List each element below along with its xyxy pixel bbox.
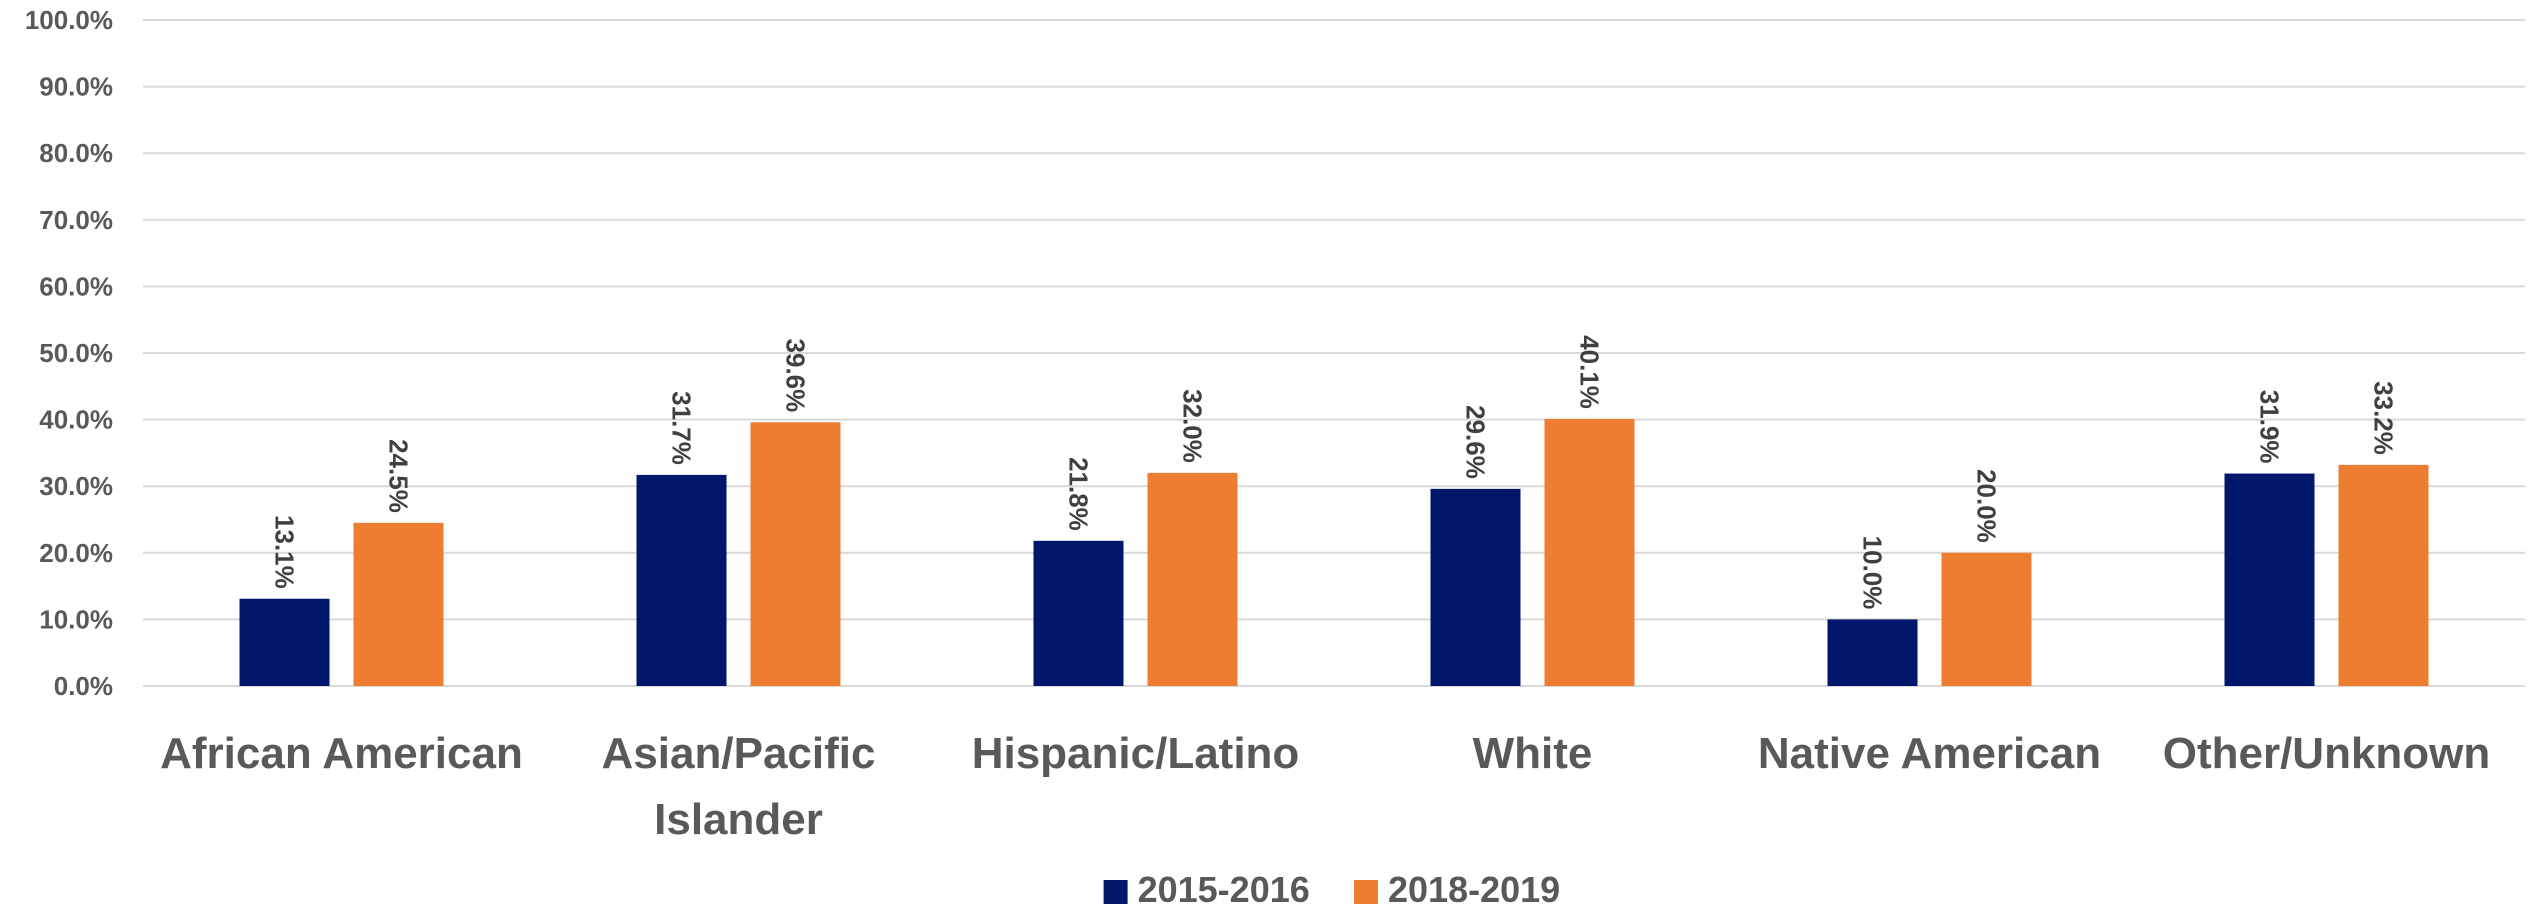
y-axis-tick-labels: 0.0% 10.0% 20.0% 30.0% 40.0% 50.0% 60.0% 70.0% 8… (25, 5, 113, 701)
legend-label: 2015-2016 (1138, 869, 1310, 910)
bar-2018-2019 (353, 522, 444, 686)
data-label: 24.5% (384, 439, 414, 513)
y-tick-label: 70.0% (39, 205, 113, 235)
x-category-label: Native American (1758, 729, 2101, 778)
y-tick-label: 40.0% (39, 405, 113, 435)
legend-swatch (1103, 880, 1128, 904)
y-tick-label: 20.0% (39, 538, 113, 568)
y-tick-label: 80.0% (39, 138, 113, 168)
gridlines (143, 19, 2525, 687)
legend-label: 2018-2019 (1388, 869, 1560, 910)
bar-2018-2019 (1941, 552, 2032, 686)
y-tick-label: 60.0% (39, 271, 113, 301)
x-category-label-line: Islander (654, 795, 823, 844)
data-label: 31.9% (2255, 390, 2285, 464)
legend: 2015-2016 2018-2019 (1103, 869, 1560, 910)
bar-2018-2019 (1147, 472, 1238, 686)
x-category-label: Asian/Pacific Islander (602, 729, 876, 844)
data-label: 29.6% (1461, 405, 1491, 479)
x-category-label-line: Hispanic/Latino (972, 729, 1300, 778)
bars (239, 418, 2429, 686)
data-label: 31.7% (667, 391, 697, 465)
x-category-label: White (1473, 729, 1593, 778)
bar-2015-2016 (2224, 473, 2315, 686)
legend-swatch (1354, 880, 1378, 904)
data-label: 21.8% (1064, 457, 1094, 531)
data-label: 33.2% (2369, 381, 2399, 455)
data-label: 40.1% (1575, 335, 1605, 409)
data-labels: 13.1% 24.5% 31.7% 39.6% 21.8% 32.0% 29.6% 40.1%… (270, 335, 2399, 609)
y-tick-label: 0.0% (54, 671, 113, 701)
data-label: 13.1% (270, 515, 300, 589)
bar-2015-2016 (239, 598, 330, 686)
y-tick-label: 30.0% (39, 471, 113, 501)
y-tick-label: 50.0% (39, 338, 113, 368)
x-category-label-line: Asian/Pacific (602, 729, 876, 778)
x-category-label: Other/Unknown (2163, 729, 2491, 778)
x-category-label: African American (160, 729, 523, 778)
x-category-label-line: African American (160, 729, 523, 778)
data-label: 20.0% (1972, 469, 2002, 543)
bar-2018-2019 (750, 422, 841, 686)
x-axis-category-labels: African American Asian/Pacific Islander His… (160, 729, 2490, 844)
data-label: 32.0% (1178, 389, 1208, 463)
y-tick-label: 90.0% (39, 72, 113, 102)
bar-2015-2016 (636, 474, 727, 686)
bar-2018-2019 (2338, 464, 2429, 686)
x-category-label-line: Other/Unknown (2163, 729, 2491, 778)
y-tick-label: 10.0% (39, 604, 113, 634)
bar-2018-2019 (1544, 418, 1635, 686)
bar-2015-2016 (1430, 488, 1521, 686)
x-category-label-line: Native American (1758, 729, 2101, 778)
bar-2015-2016 (1827, 619, 1918, 686)
y-tick-label: 100.0% (25, 5, 113, 35)
x-category-label: Hispanic/Latino (972, 729, 1300, 778)
bar-2015-2016 (1033, 540, 1124, 686)
x-category-label-line: White (1473, 729, 1593, 778)
data-label: 39.6% (781, 339, 811, 413)
data-label: 10.0% (1858, 536, 1888, 610)
